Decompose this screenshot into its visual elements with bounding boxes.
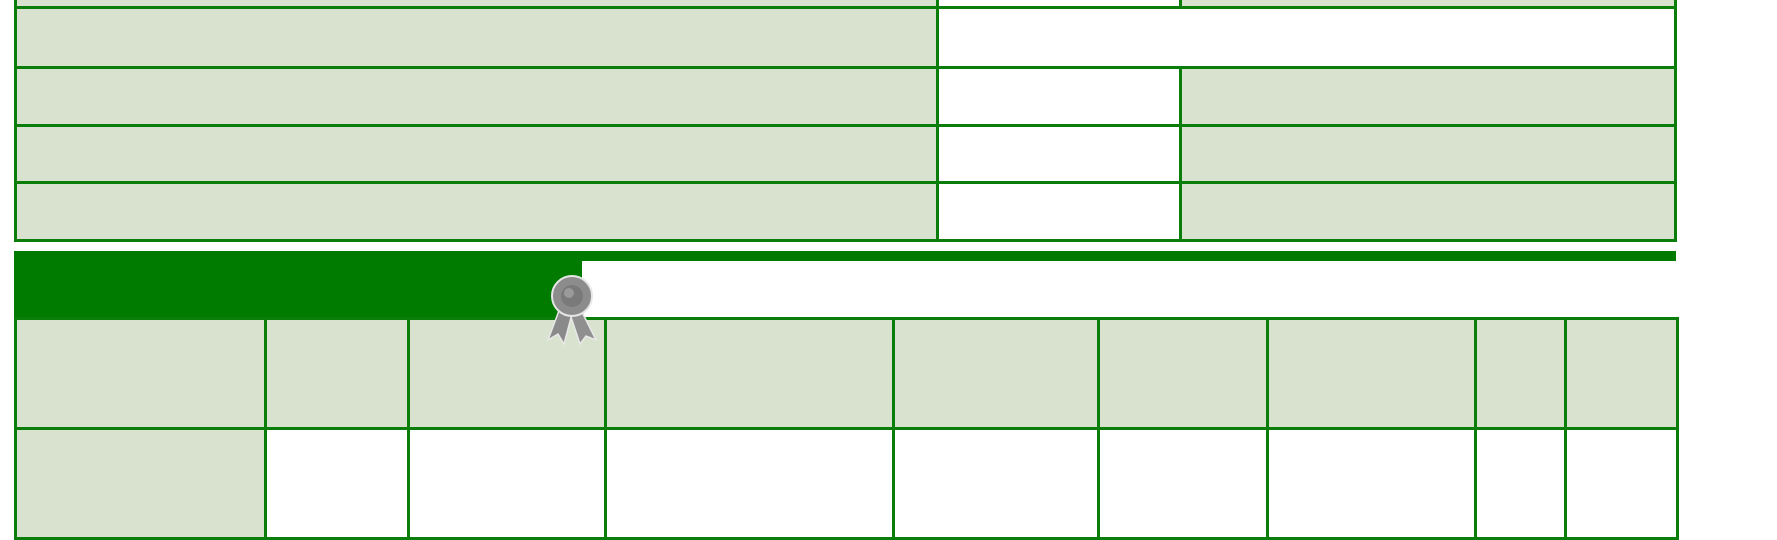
table-cell [14,66,939,127]
table-header-cell [1564,317,1679,430]
table-cell [892,427,1100,540]
table-header-cell [1474,317,1567,430]
table-cell [14,181,939,242]
table-cell [1179,124,1677,184]
table-cell [936,181,1182,242]
table-cell [14,6,939,69]
table-header-cell [14,317,267,430]
table-cell [14,124,939,184]
table-cell [1266,427,1477,540]
table-cell [264,427,410,540]
table-cell [1179,181,1677,242]
table-cell [14,427,267,540]
table-header-cell [892,317,1100,430]
table-header-cell [1266,317,1477,430]
table-cell [936,66,1182,127]
table-header-cell [264,317,410,430]
section-header-tab [14,251,582,318]
table-header-cell [604,317,895,430]
section-divider-bar [14,251,1676,261]
table-cell [604,427,895,540]
table-cell [1097,427,1269,540]
table-cell [1564,427,1679,540]
table-cell [407,427,607,540]
table-cell [1474,427,1567,540]
table-cell [936,6,1677,69]
table-cell [936,124,1182,184]
table-cell [1179,66,1677,127]
table-header-cell [1097,317,1269,430]
award-ribbon-icon [546,275,598,346]
